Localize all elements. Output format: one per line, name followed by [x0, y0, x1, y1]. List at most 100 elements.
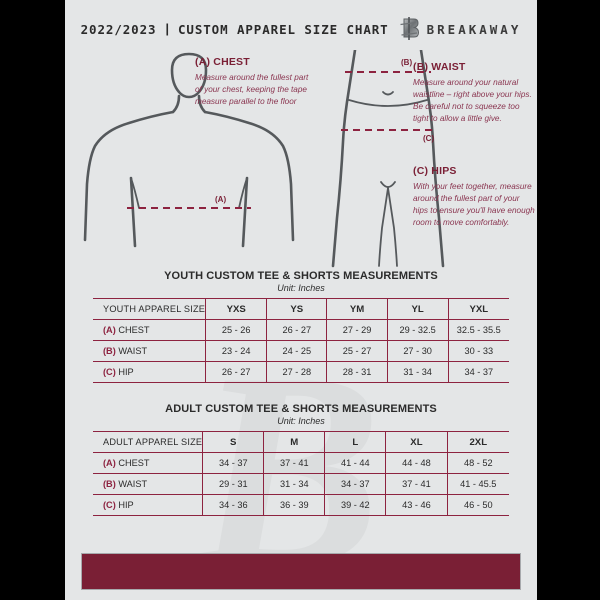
crotch-detail [380, 181, 396, 188]
adult-size-header-xl: XL [385, 431, 448, 453]
adult-size-header-s: S [202, 431, 264, 453]
chest-marker-label: (A) [215, 195, 227, 204]
adult-cell-waist-l: 34 - 37 [324, 473, 386, 495]
youth-cell-waist-ys: 24 - 25 [266, 340, 327, 362]
table-row: (C) HIP 34 - 36 36 - 39 39 - 42 43 - 46 46 - … [93, 494, 509, 516]
adult-cell-waist-m: 31 - 34 [263, 473, 325, 495]
row-prefix: (C) [103, 367, 116, 377]
adult-header-row: ADULT APPAREL SIZE S M L XL 2XL [93, 431, 509, 453]
brand-name: BREAKAWAY [426, 21, 522, 37]
neck-right [197, 94, 207, 114]
youth-size-header-ys: YS [266, 298, 327, 320]
youth-row-label-hip: (C) HIP [93, 361, 206, 383]
body-figures-illustration [83, 50, 445, 268]
torso-side-left [129, 176, 137, 248]
brand-logo: BREAKAWAY [398, 16, 522, 42]
youth-cell-hip-yl: 31 - 34 [386, 361, 449, 383]
hips-body-text: With your feet together, measure around … [413, 182, 535, 227]
table-row: (A) CHEST 25 - 26 26 - 27 27 - 29 29 - 32.5 3… [93, 319, 509, 341]
adult-cell-chest-2xl: 48 - 52 [446, 452, 509, 474]
waist-body-text: Measure around your natural waistline – … [413, 78, 532, 123]
adult-cell-waist-s: 29 - 31 [202, 473, 264, 495]
hips-description-block: (C) HIPS With your feet together, measur… [413, 165, 535, 229]
youth-label-header: YOUTH APPAREL SIZE [93, 298, 206, 320]
torso-side-right [241, 176, 249, 248]
youth-cell-hip-yxs: 26 - 27 [205, 361, 267, 383]
pec-left [130, 177, 140, 209]
youth-table-body: (A) CHEST 25 - 26 26 - 27 27 - 29 29 - 32.5 3… [93, 319, 509, 383]
youth-cell-waist-yxl: 30 - 33 [447, 340, 509, 362]
waistband-curve [348, 99, 428, 107]
youth-cell-chest-ym: 27 - 29 [326, 319, 388, 341]
waist-description-block: (B) WAIST Measure around your natural wa… [413, 61, 535, 125]
adult-cell-hip-m: 36 - 39 [263, 494, 325, 516]
table-row: (C) HIP 26 - 27 27 - 28 28 - 31 31 - 34 34 - … [93, 361, 509, 383]
adult-cell-hip-2xl: 46 - 50 [446, 494, 509, 516]
adult-size-header-l: L [324, 431, 386, 453]
page-title: CUSTOM APPAREL SIZE CHART [177, 21, 389, 37]
chest-body-text: Measure around the fullest part of your … [195, 73, 309, 106]
table-row: (B) WAIST 29 - 31 31 - 34 34 - 37 37 - 41 41 … [93, 473, 509, 495]
adult-cell-chest-m: 37 - 41 [263, 452, 325, 474]
waist-heading: (B) WAIST [413, 61, 466, 73]
youth-cell-waist-yl: 27 - 30 [386, 340, 449, 362]
adult-cell-hip-s: 34 - 36 [202, 494, 264, 516]
youth-size-header-yxs: YXS [205, 298, 267, 320]
pec-right [238, 177, 248, 209]
breakaway-b-monogram-icon [400, 17, 419, 40]
hips-marker-label: (C) [423, 134, 435, 143]
youth-cell-hip-yxl: 34 - 37 [447, 361, 509, 383]
adult-cell-waist-2xl: 41 - 45.5 [446, 473, 509, 495]
adult-cell-chest-l: 41 - 44 [324, 452, 386, 474]
adult-size-table: ADULT APPAREL SIZE S M L XL 2XL (A) CHEST 34 -… [93, 431, 509, 516]
youth-header-row: YOUTH APPAREL SIZE YXS YS YM YL YXL [93, 298, 509, 320]
youth-cell-hip-ym: 28 - 31 [326, 361, 388, 383]
hip-side-right [419, 50, 445, 268]
neck-left [171, 94, 181, 114]
youth-row-label-chest: (A) CHEST [93, 319, 206, 341]
page-header: 2022/2023 | CUSTOM APPAREL SIZE CHART BR… [65, 16, 537, 42]
size-chart-page: B 2022/2023 | CUSTOM APPAREL SIZE CHART … [65, 0, 537, 600]
measurement-diagram: (A) (B) (C) (A) CHEST Measure around the… [65, 50, 537, 268]
youth-cell-chest-ys: 26 - 27 [266, 319, 327, 341]
youth-size-table: YOUTH APPAREL SIZE YXS YS YM YL YXL (A) CHEST… [93, 298, 509, 383]
adult-cell-hip-l: 39 - 42 [324, 494, 386, 516]
waist-marker-label: (B) [401, 58, 413, 67]
adult-table-unit: Unit: Inches [277, 416, 325, 426]
row-prefix: (B) [103, 346, 116, 356]
table-row: (B) WAIST 23 - 24 24 - 25 25 - 27 27 - 30 30 … [93, 340, 509, 362]
table-row: (A) CHEST 34 - 37 37 - 41 41 - 44 44 - 48 48 … [93, 452, 509, 474]
youth-cell-chest-yxs: 25 - 26 [205, 319, 267, 341]
youth-cell-chest-yxl: 32.5 - 35.5 [447, 319, 509, 341]
chest-heading: (A) CHEST [195, 56, 250, 68]
youth-cell-hip-ys: 27 - 28 [266, 361, 327, 383]
row-prefix: (A) [103, 325, 116, 335]
youth-table-unit: Unit: Inches [277, 283, 325, 293]
adult-table-title: ADULT CUSTOM TEE & SHORTS MEASUREMENTS [165, 403, 437, 415]
adult-cell-chest-s: 34 - 37 [202, 452, 264, 474]
hips-heading: (C) HIPS [413, 165, 457, 177]
youth-cell-chest-yl: 29 - 32.5 [386, 319, 449, 341]
row-prefix: (A) [103, 458, 116, 468]
shoulder-arm-right [203, 110, 295, 242]
youth-size-header-ym: YM [326, 298, 388, 320]
adult-cell-chest-xl: 44 - 48 [385, 452, 448, 474]
youth-size-header-yxl: YXL [447, 298, 509, 320]
youth-cell-waist-yxs: 23 - 24 [205, 340, 267, 362]
footer-accent-band [81, 553, 521, 590]
adult-cell-waist-xl: 37 - 41 [385, 473, 448, 495]
header-separator: | [165, 22, 169, 36]
inseam-left [378, 187, 389, 267]
youth-size-header-yl: YL [386, 298, 449, 320]
season-label: 2022/2023 [80, 21, 157, 37]
adult-size-header-m: M [263, 431, 325, 453]
chest-description-block: (A) CHEST Measure around the fullest par… [195, 56, 317, 108]
adult-row-label-chest: (A) CHEST [93, 452, 203, 474]
adult-table-body: (A) CHEST 34 - 37 37 - 41 41 - 44 44 - 48 48 … [93, 452, 509, 516]
youth-cell-waist-ym: 25 - 27 [326, 340, 388, 362]
shoulder-arm-left [83, 110, 175, 242]
hip-side-left [331, 50, 357, 268]
adult-size-header-2xl: 2XL [446, 431, 509, 453]
row-prefix: (B) [103, 479, 116, 489]
adult-cell-hip-xl: 43 - 46 [385, 494, 448, 516]
